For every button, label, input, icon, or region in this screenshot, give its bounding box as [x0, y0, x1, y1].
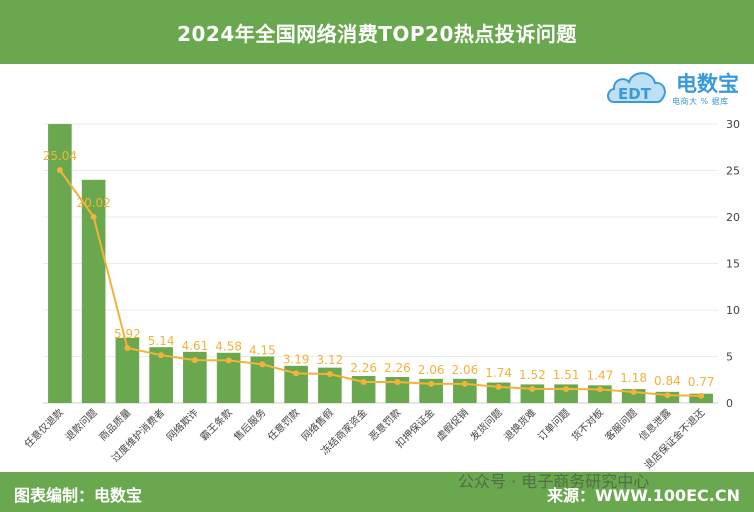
logo-mark: EDT — [618, 85, 652, 103]
bar — [48, 124, 72, 403]
x-tick-label: 退款问题 — [62, 406, 99, 443]
y-tick-label: 30 — [726, 118, 740, 131]
bar-line-chart: 25.04 20.02 5.92 5.14 4.61 4.58 4.15 3.19 3.12 2.… — [21, 118, 740, 472]
data-label: 25.04 — [43, 149, 77, 163]
line-point — [664, 392, 671, 399]
gridlines — [43, 123, 718, 404]
line-point — [124, 344, 131, 351]
line-point — [293, 370, 300, 377]
data-label: 0.77 — [688, 375, 715, 389]
data-label: 3.12 — [317, 353, 344, 367]
x-tick-label: 任意仅退款 — [21, 406, 66, 451]
data-labels: 25.04 20.02 5.92 5.14 4.61 4.58 4.15 3.19 3.12 2.… — [43, 149, 715, 389]
series-line — [59, 169, 702, 397]
x-tick-label: 退换货难 — [501, 406, 538, 443]
line-point — [158, 352, 165, 359]
line-point — [461, 380, 468, 387]
data-label: 2.06 — [418, 363, 445, 377]
data-label: 1.18 — [620, 371, 647, 385]
data-label: 1.47 — [587, 368, 614, 382]
y-tick-label: 15 — [726, 258, 740, 271]
bar — [183, 351, 207, 403]
bar — [115, 337, 140, 403]
y-tick-label: 25 — [726, 165, 740, 178]
line-point — [259, 361, 266, 368]
logo-subtitle: 电商大 % 据库 — [672, 97, 729, 106]
x-axis-ticks: 任意仅退款退款问题商品质量过度维护消费者网络欺诈霸王条款售后服务任意罚款网络售假… — [21, 406, 707, 472]
line-point — [191, 357, 198, 364]
x-tick-label: 货不对板 — [569, 406, 606, 443]
data-label: 2.06 — [452, 363, 479, 377]
chart-title: 2024年全国网络消费TOP20热点投诉问题 — [0, 0, 754, 64]
line-point — [529, 385, 536, 392]
cloud-logo-icon: EDT — [607, 72, 666, 103]
x-tick-label: 霸王条款 — [197, 406, 234, 443]
logo-brand: 电数宝 — [676, 72, 739, 96]
line-point — [326, 370, 333, 377]
footer: 图表编制：电数宝 公众号 · 电子商务研究中心 来源：WWW.100EC.CN — [0, 472, 754, 512]
line-point — [563, 385, 570, 392]
line-point — [394, 378, 401, 385]
data-label: 5.14 — [148, 334, 175, 348]
line-point — [630, 389, 637, 396]
line-point — [225, 357, 232, 364]
footer-source: 来源：WWW.100EC.CN — [546, 486, 740, 505]
bar — [419, 378, 443, 403]
bar — [81, 179, 106, 403]
x-tick-label: 售后服务 — [231, 406, 268, 443]
data-label: 4.15 — [249, 343, 276, 357]
bar — [318, 367, 342, 403]
line-point — [698, 392, 705, 399]
bar — [216, 352, 241, 403]
x-tick-label: 任意罚款 — [265, 406, 302, 443]
line-point — [596, 386, 603, 393]
x-tick-label: 网络欺诈 — [164, 406, 201, 443]
data-label: 1.51 — [553, 368, 580, 382]
line-point — [428, 380, 435, 387]
bar — [385, 376, 410, 403]
data-label: 3.19 — [283, 352, 310, 366]
watermark: 公众号 · 电子商务研究中心 — [458, 472, 650, 491]
y-tick-label: 10 — [726, 304, 740, 317]
y-axis-ticks: 0 5 10 15 20 25 30 — [726, 118, 740, 410]
data-label: 4.61 — [182, 339, 209, 353]
data-label: 0.84 — [654, 374, 681, 388]
line-point — [56, 167, 63, 174]
line-point — [360, 378, 367, 385]
x-tick-label: 退店保证金不退还 — [641, 406, 707, 472]
bar — [250, 356, 275, 403]
logo: EDT 电数宝 电商大 % 据库 — [604, 64, 754, 112]
bar — [149, 347, 173, 403]
x-tick-label: 订单问题 — [535, 406, 572, 443]
y-tick-label: 5 — [726, 351, 733, 364]
data-label: 20.02 — [76, 196, 110, 210]
bar — [284, 365, 308, 403]
data-label: 2.26 — [384, 361, 411, 375]
data-label: 5.92 — [114, 327, 141, 341]
data-label: 2.26 — [350, 361, 377, 375]
data-label: 4.58 — [215, 339, 242, 353]
line-point — [495, 383, 502, 390]
y-tick-label: 0 — [726, 397, 733, 410]
trend-line — [56, 167, 705, 399]
footer-credit: 图表编制：电数宝 — [14, 486, 143, 505]
y-tick-label: 20 — [726, 211, 740, 224]
x-tick-label: 虚假促销 — [434, 406, 471, 443]
x-tick-label: 发货问题 — [467, 406, 504, 443]
x-tick-label: 客服问题 — [602, 406, 639, 443]
data-label: 1.52 — [519, 368, 546, 382]
data-label: 1.74 — [485, 366, 512, 380]
line-point — [90, 213, 97, 220]
